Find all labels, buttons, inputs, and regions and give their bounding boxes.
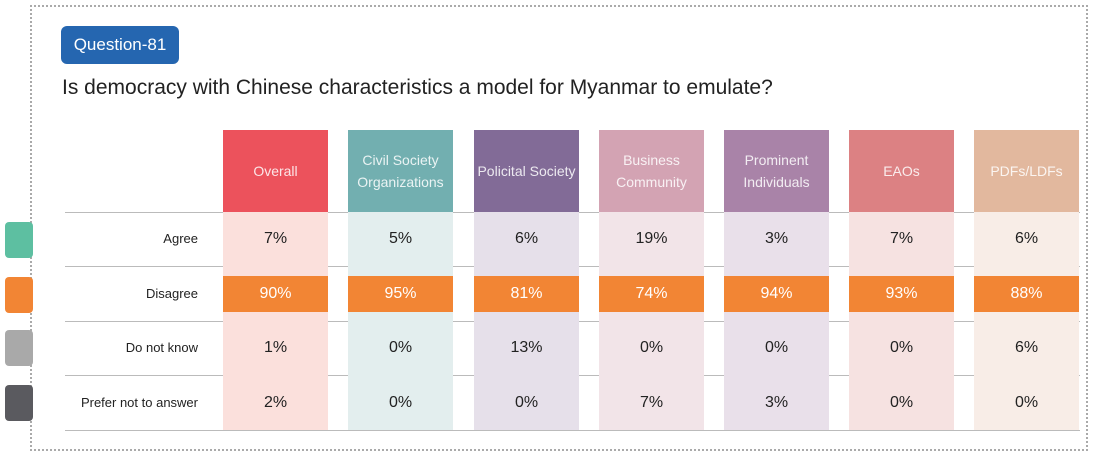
cell-value: 7% — [889, 230, 914, 247]
cell-value: 6% — [1014, 230, 1039, 247]
cell-value: 81% — [474, 276, 579, 312]
column-header: Business Community — [599, 130, 704, 212]
column-header: Prominent Individuals — [724, 130, 829, 212]
legend-swatch-1 — [5, 277, 33, 313]
column-0: Overall 7% 90% 1% 2% — [223, 130, 328, 430]
cell-value: 93% — [849, 276, 954, 312]
cell-value: 0% — [764, 339, 789, 356]
cell-value: 13% — [510, 339, 543, 356]
cell-value: 90% — [223, 276, 328, 312]
cell-value: 7% — [263, 230, 288, 247]
column-5: EAOs 7% 93% 0% 0% — [849, 130, 954, 430]
column-header: Civil Society Organizations — [348, 130, 453, 212]
cell-value: 74% — [599, 276, 704, 312]
legend-swatch-2 — [5, 330, 33, 366]
cell-value: 0% — [889, 393, 914, 411]
column-header: Policital Society — [474, 130, 579, 212]
cell-value: 88% — [974, 276, 1079, 312]
column-header: EAOs — [849, 130, 954, 212]
row-label: Do not know — [125, 340, 198, 355]
cell-value: 7% — [639, 393, 664, 411]
column-header: Overall — [223, 130, 328, 212]
column-4: Prominent Individuals 3% 94% 0% 3% — [724, 130, 829, 430]
cell-value: 0% — [639, 339, 664, 356]
cell-value: 1% — [263, 339, 288, 356]
column-6: PDFs/LDFs 6% 88% 6% 0% — [974, 130, 1079, 430]
page-title: Is democracy with Chinese characteristic… — [62, 76, 773, 99]
row-label: Disagree — [145, 285, 198, 301]
column-header: PDFs/LDFs — [974, 130, 1079, 212]
row-label: Prefer not to answer — [80, 394, 198, 410]
cell-value: 0% — [388, 339, 413, 356]
column-1: Civil Society Organizations 5% 95% 0% 0% — [348, 130, 453, 430]
cell-value: 3% — [764, 230, 789, 247]
cell-value: 2% — [263, 393, 288, 411]
cell-value: 0% — [889, 339, 914, 356]
cell-value: 19% — [635, 230, 668, 247]
cell-value: 3% — [764, 393, 789, 411]
row-label: Agree — [163, 231, 198, 246]
cell-value: 5% — [388, 230, 413, 247]
column-2: Policital Society 6% 81% 13% 0% — [474, 130, 579, 430]
legend-swatch-3 — [5, 385, 33, 421]
cell-value: 0% — [514, 393, 539, 411]
question-badge: Question-81 — [61, 26, 179, 64]
legend-swatch-0 — [5, 222, 33, 258]
cell-value: 6% — [514, 230, 539, 247]
cell-value: 95% — [348, 276, 453, 312]
cell-value: 0% — [388, 393, 413, 411]
cell-value: 0% — [1014, 393, 1039, 411]
column-3: Business Community 19% 74% 0% 7% — [599, 130, 704, 430]
cell-value: 94% — [724, 276, 829, 312]
cell-value: 6% — [1014, 339, 1039, 356]
row-divider — [65, 430, 1080, 431]
